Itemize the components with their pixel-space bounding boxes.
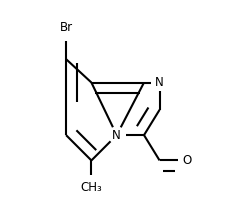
Text: N: N xyxy=(112,129,121,142)
Text: O: O xyxy=(182,154,191,167)
Text: CH₃: CH₃ xyxy=(80,181,102,194)
Text: Br: Br xyxy=(59,21,72,34)
Text: N: N xyxy=(154,76,163,89)
